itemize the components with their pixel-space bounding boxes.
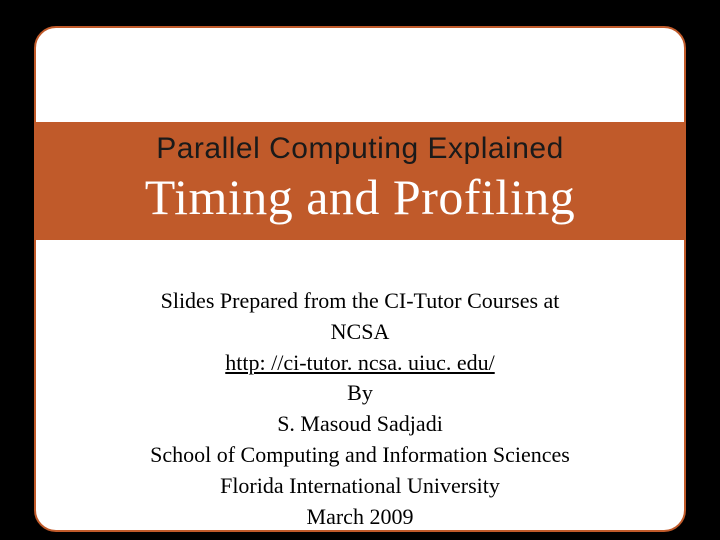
body-line: Florida International University [36, 471, 684, 502]
body-link[interactable]: http: //ci-tutor. ncsa. uiuc. edu/ [36, 348, 684, 379]
body-line: By [36, 378, 684, 409]
body-line: School of Computing and Information Scie… [36, 440, 684, 471]
slide-subtitle: Parallel Computing Explained [36, 132, 684, 166]
body-line: Slides Prepared from the CI-Tutor Course… [36, 286, 684, 317]
title-band: Parallel Computing Explained Timing and … [36, 122, 684, 240]
body-line: March 2009 [36, 502, 684, 532]
slide-body: Slides Prepared from the CI-Tutor Course… [36, 286, 684, 532]
slide-card: Parallel Computing Explained Timing and … [34, 26, 686, 532]
body-line: NCSA [36, 317, 684, 348]
body-line: S. Masoud Sadjadi [36, 409, 684, 440]
slide-title: Timing and Profiling [36, 168, 684, 226]
